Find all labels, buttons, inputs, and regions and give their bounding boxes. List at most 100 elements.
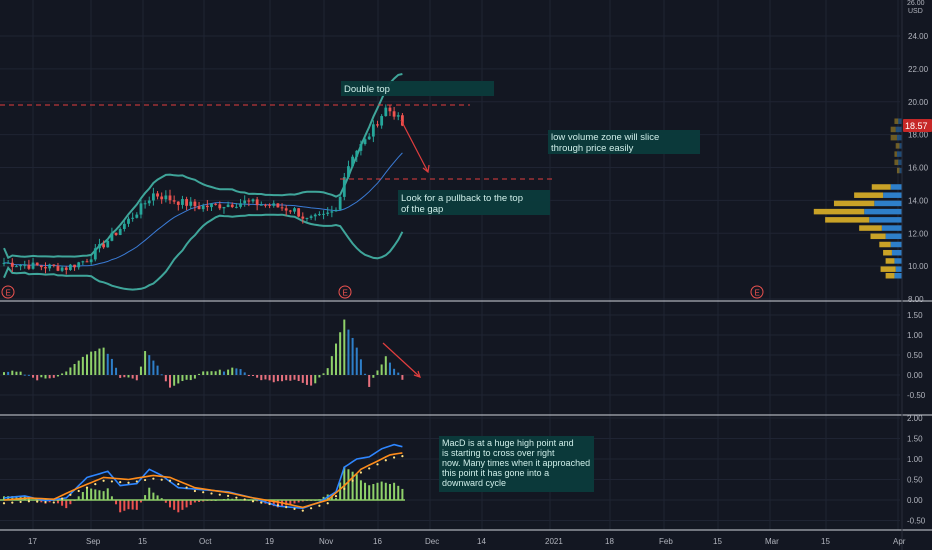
candle-body	[384, 107, 388, 117]
earnings-marker[interactable]	[1, 285, 15, 299]
annotation-macd[interactable]: MacD is at a huge high point and is start…	[439, 436, 594, 492]
price-axis[interactable]: 8.00 10.00 12.00 14.00 16.00 18.00 20.00 22.00 2…	[907, 32, 929, 526]
momentum-bar	[264, 375, 267, 380]
arrow-momentum-down	[382, 342, 421, 378]
signal-dot	[401, 455, 404, 458]
volume-profile-bar-up	[895, 266, 902, 272]
volume-profile-bar-up	[890, 241, 902, 248]
momentum-bar	[198, 373, 201, 375]
annotation-low-volume[interactable]: low volume zone will slice through price …	[548, 130, 700, 154]
momentum-bar	[61, 373, 64, 375]
earnings-marker-label: E	[6, 289, 11, 298]
momentum-bar	[305, 375, 308, 385]
arrow-price-down	[400, 119, 430, 174]
volume-profile-bar-up	[881, 225, 902, 231]
candle-body	[185, 199, 188, 206]
momentum-bar	[314, 375, 317, 384]
time-tick-label: 15	[138, 537, 147, 546]
candle-body	[259, 204, 263, 206]
volume-profile-bar-down	[894, 151, 897, 157]
annotation-double-top-text: Double top	[344, 84, 390, 95]
signal-dot	[251, 500, 255, 503]
macd-histogram-bar	[119, 500, 122, 513]
earnings-marker-label: E	[755, 289, 760, 298]
momentum-bar	[401, 375, 404, 380]
momentum-bar	[73, 363, 76, 375]
momentum-bar	[119, 375, 122, 378]
macd-histogram-bar	[289, 500, 292, 505]
momentum-bar	[106, 353, 109, 375]
earnings-marker[interactable]	[750, 285, 764, 299]
candle-body	[255, 199, 259, 206]
momentum-bar	[281, 375, 284, 382]
momentum-bar	[15, 371, 18, 375]
macd-histogram-bar	[160, 498, 163, 500]
momentum-bar	[135, 375, 138, 381]
macd-histogram-bar	[388, 484, 391, 500]
momentum-bar	[222, 371, 225, 375]
macd-histogram-bar	[380, 481, 383, 500]
momentum-bar	[339, 332, 342, 375]
momentum-bar	[260, 375, 263, 381]
time-tick-label: 15	[713, 537, 722, 546]
signal-dot	[376, 463, 379, 466]
annotation-double-top[interactable]: Double top	[341, 81, 494, 96]
volume-profile-bar-up	[869, 217, 902, 223]
signal-line	[3, 452, 403, 509]
volume-profile-bar-down	[894, 159, 899, 166]
momentum-bar	[152, 360, 155, 375]
momentum-bar	[310, 375, 313, 386]
volume-profile-bar-down	[885, 258, 895, 264]
candle-body	[44, 267, 47, 269]
momentum-bar	[3, 372, 5, 375]
candle-body	[322, 213, 325, 215]
momentum-bar	[359, 359, 362, 375]
momentum-bar	[36, 375, 39, 381]
earnings-marker-label: E	[343, 289, 348, 298]
momentum-bar	[7, 371, 10, 375]
signal-dot	[77, 489, 80, 493]
candle-body	[10, 262, 14, 267]
signal-dot	[85, 486, 89, 489]
candle-body	[31, 262, 35, 269]
momentum-bar	[131, 375, 134, 379]
signal-dot	[185, 486, 188, 489]
momentum-bar	[11, 370, 14, 375]
candle-body	[15, 266, 18, 268]
signal-dot	[384, 459, 387, 462]
earnings-marker[interactable]	[338, 285, 352, 299]
volume-profile-bar-down	[890, 126, 896, 133]
candle-body	[135, 214, 139, 218]
volume-profile-bar-up	[896, 151, 902, 157]
candle-body	[284, 208, 288, 211]
time-axis[interactable]: 17 Sep 15 Oct 19 Nov 16 Dec 14 2021 18 Feb 15 Mar 15 Ap…	[28, 537, 906, 546]
macd-histogram-bar	[3, 496, 5, 500]
volume-profile-bar-down	[870, 233, 886, 240]
candle-body	[268, 204, 271, 206]
candle-body	[85, 261, 89, 263]
macd-histogram-bar	[98, 490, 101, 500]
time-tick-label: Apr	[893, 537, 906, 546]
momentum-bar	[256, 375, 259, 378]
momentum-bar	[272, 375, 275, 383]
candle-body	[114, 232, 118, 235]
momentum-bar	[160, 374, 163, 376]
momentum-bar	[343, 319, 346, 375]
momentum-bar	[27, 374, 30, 376]
momentum-bar	[227, 369, 230, 375]
macd-histogram-bar	[189, 500, 192, 505]
volume-profile-bar-up	[874, 200, 902, 207]
momentum-bar	[372, 375, 375, 378]
momentum-bar	[214, 371, 217, 375]
annotation-pullback[interactable]: Look for a pullback to the top of the gap	[398, 190, 550, 215]
signal-dot	[343, 487, 346, 491]
volume-profile	[813, 118, 902, 279]
macd-tick-label: 2.00	[907, 414, 923, 423]
momentum-bar	[77, 360, 80, 375]
candle-body	[230, 204, 234, 208]
candle-body	[247, 200, 251, 202]
macd-histogram-bar	[135, 500, 138, 510]
macd-histogram-bar	[293, 500, 296, 504]
